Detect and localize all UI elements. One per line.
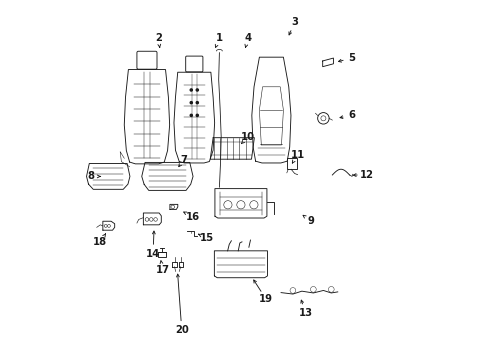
Text: 9: 9 [307,216,314,226]
Text: 12: 12 [359,170,373,180]
Circle shape [196,89,198,91]
Text: 6: 6 [348,111,355,121]
FancyBboxPatch shape [137,51,157,69]
Text: 5: 5 [348,53,355,63]
Text: 11: 11 [290,150,304,160]
Text: 4: 4 [244,33,251,43]
Text: 20: 20 [175,325,188,335]
Text: 2: 2 [155,33,162,43]
Circle shape [196,114,198,116]
Text: 7: 7 [180,155,186,165]
Bar [286,158,296,169]
Text: 17: 17 [155,265,169,275]
Bar [158,252,165,257]
Text: 16: 16 [185,212,199,221]
Text: 19: 19 [259,294,272,304]
Circle shape [190,114,192,116]
Circle shape [196,102,198,104]
Text: 13: 13 [298,308,312,318]
Text: 15: 15 [200,233,213,243]
Text: 18: 18 [93,237,107,247]
Text: 10: 10 [241,132,255,142]
Text: 14: 14 [145,248,160,258]
Circle shape [190,102,192,104]
Text: 8: 8 [87,171,94,181]
FancyBboxPatch shape [185,56,203,72]
Text: 3: 3 [291,17,298,27]
Text: 1: 1 [215,33,223,43]
Circle shape [190,89,192,91]
